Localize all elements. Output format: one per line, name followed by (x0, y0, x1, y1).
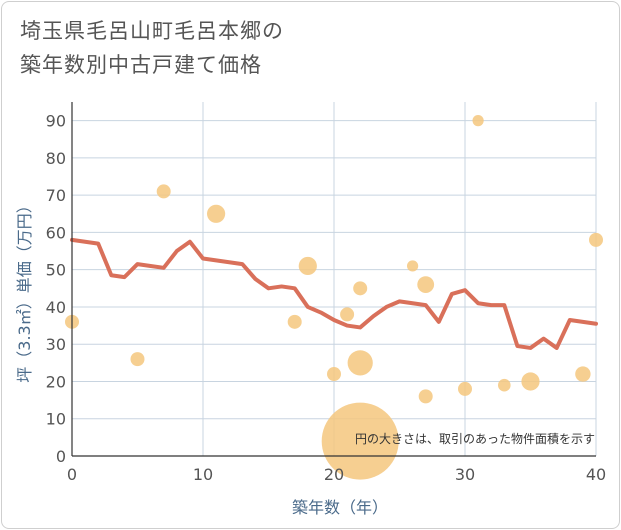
average-price-trend-line (70, 237, 598, 350)
scatter-bubbles (65, 115, 603, 480)
scatter-bubble-5 (287, 314, 302, 329)
x-tick-label: 30 (455, 465, 475, 484)
scatter-bubble-19 (575, 366, 591, 382)
y-tick-label: 30 (46, 335, 66, 354)
scatter-bubble-7 (327, 367, 341, 382)
tick-labels: 0 10 20 30 40 50 60 70 80 90 0 10 20 30 40 (46, 112, 607, 484)
y-tick-label: 50 (46, 261, 66, 280)
scatter-bubble-15 (458, 381, 472, 396)
scatter-bubble-8 (340, 307, 355, 322)
y-tick-label: 0 (56, 447, 66, 466)
scatter-bubble-12 (407, 260, 419, 272)
axes (71, 102, 596, 457)
scatter-bubble-14 (418, 389, 433, 404)
chart-title-line2: 築年数別中古戸建て価格 (20, 53, 262, 77)
x-tick-label: 40 (586, 465, 606, 484)
y-tick-label: 40 (46, 298, 66, 317)
scatter-bubble-9 (353, 281, 368, 296)
y-tick-label: 70 (46, 186, 66, 205)
y-tick-label: 90 (46, 112, 66, 131)
scatter-bubble-2 (130, 352, 145, 367)
y-tick-label: 20 (46, 372, 66, 391)
x-tick-label: 10 (193, 465, 213, 484)
y-tick-label: 10 (46, 410, 66, 429)
y-axis-label: 坪（3.3㎡）単価（万円） (15, 197, 34, 382)
y-tick-label: 80 (46, 149, 66, 168)
x-axis-label: 築年数（年） (292, 498, 388, 517)
scatter-bubble-20 (589, 232, 603, 247)
x-tick-label: 0 (67, 465, 77, 484)
scatter-bubble-10 (347, 350, 373, 376)
scatter-bubble-4 (207, 204, 226, 223)
scatter-bubble-11 (321, 402, 399, 480)
scatter-bubble-13 (417, 276, 435, 293)
bubble-size-note: 円の大きさは、取引のあった物件面積を示す (355, 431, 595, 446)
grid-lines (71, 102, 597, 457)
scatter-bubble-17 (498, 378, 511, 392)
scatter-bubble-3 (156, 184, 171, 199)
y-tick-label: 60 (46, 223, 66, 242)
x-tick-label: 20 (324, 465, 344, 484)
chart-title: 埼玉県毛呂山町毛呂本郷の 築年数別中古戸建て価格 (20, 14, 284, 82)
scatter-bubble-18 (521, 372, 540, 391)
trend-line-group (70, 237, 598, 350)
scatter-bubble-6 (298, 256, 317, 276)
scatter-bubble-16 (472, 115, 484, 127)
chart-title-line1: 埼玉県毛呂山町毛呂本郷の (20, 19, 284, 43)
